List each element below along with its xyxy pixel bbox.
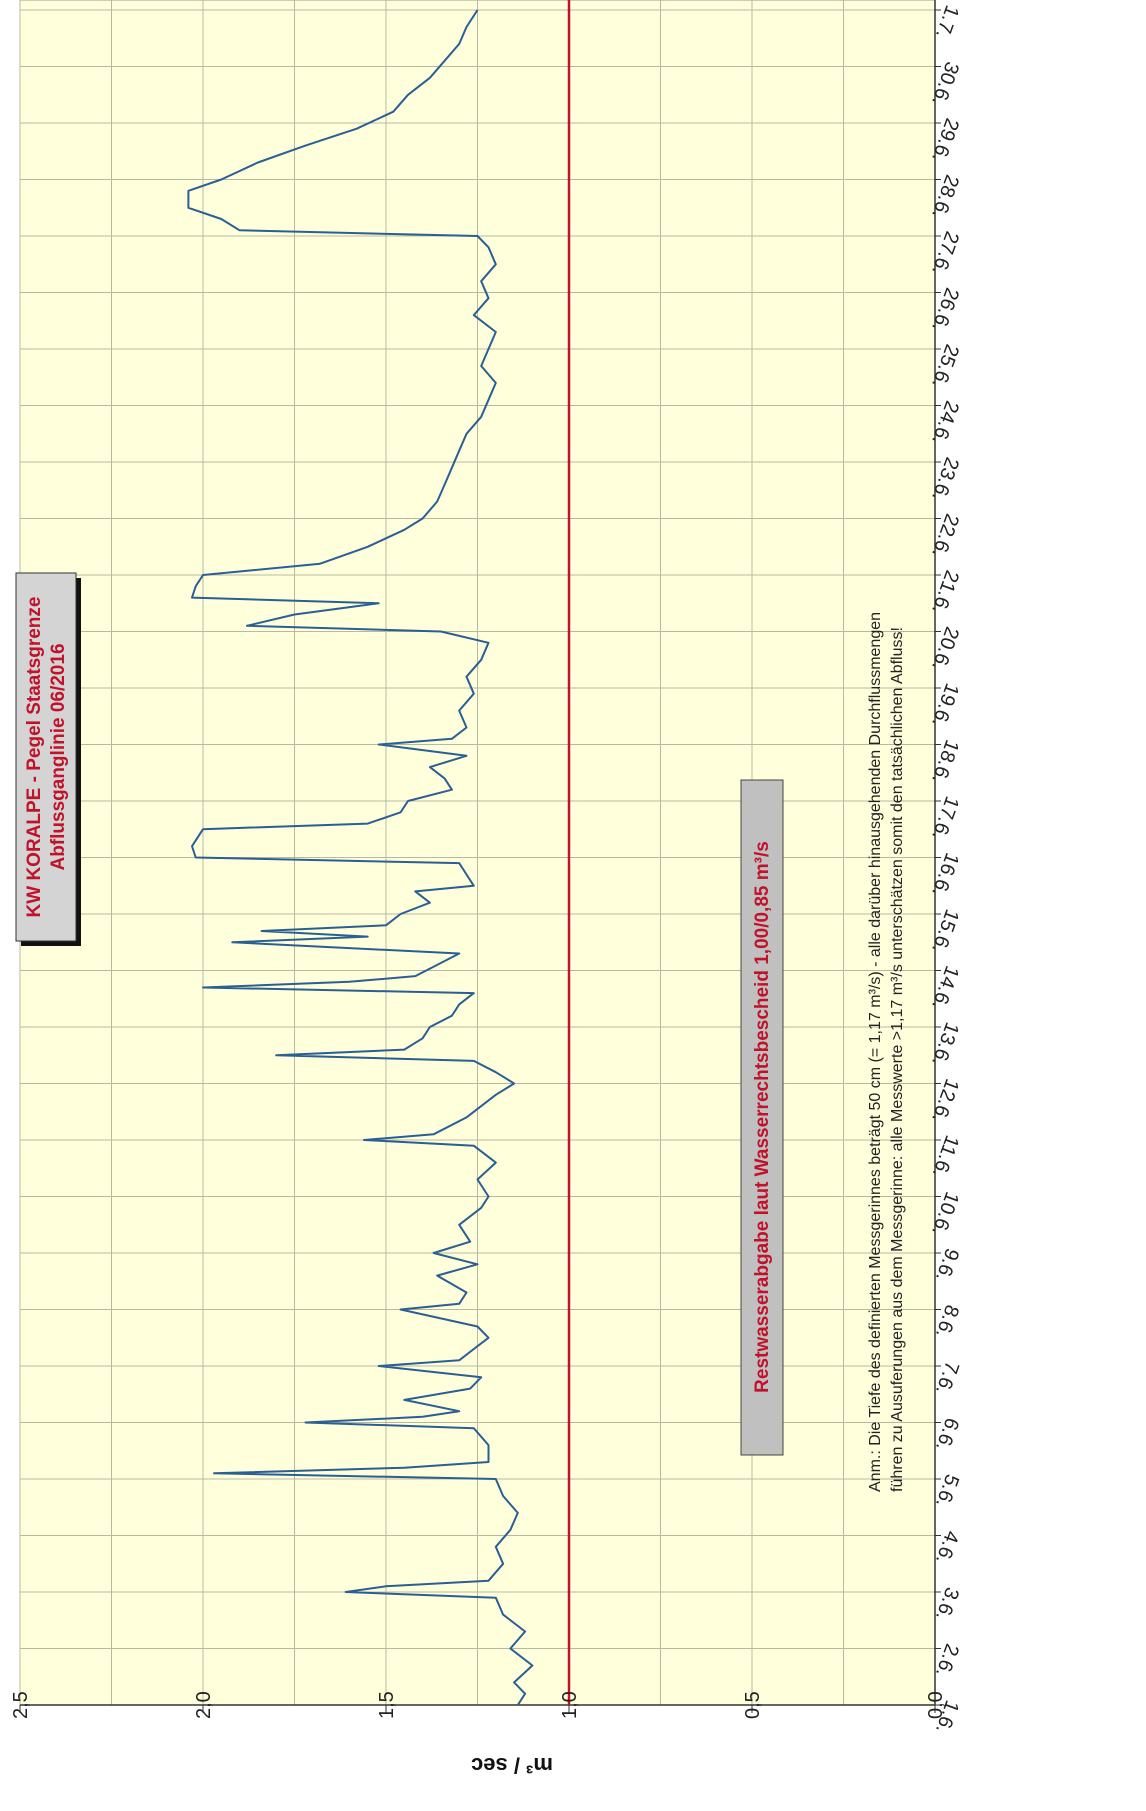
- discharge-series-line: [187, 9, 534, 1706]
- value-tick-label: 0,5: [742, 1691, 764, 1719]
- series-layer: [187, 9, 534, 1706]
- value-tick-label: 1,5: [376, 1691, 398, 1719]
- note-line-1: Anm.: Die Tiefe des definierten Messgeri…: [867, 612, 884, 1492]
- chart-subtitle: Abflussganglinie 06/2016: [48, 643, 69, 870]
- value-tick-label: 1,0: [559, 1691, 581, 1719]
- note-line-2: führen zu Ausuferungen aus dem Messgerin…: [889, 627, 906, 1492]
- reference-label-box: Restwasserabgabe laut Wasserrechtsbesche…: [740, 779, 784, 1456]
- y-axis-title: m³ / sec: [471, 1753, 553, 1778]
- chart-title: KW KORALPE - Pegel Staatsgrenze: [24, 597, 45, 918]
- value-tick-label: 2,5: [10, 1691, 32, 1719]
- reference-line-label: Restwasserabgabe laut Wasserrechtsbesche…: [752, 841, 773, 1393]
- note: Anm.: Die Tiefe des definierten Messgeri…: [867, 612, 906, 1492]
- value-tick-label: 2,0: [193, 1691, 215, 1719]
- title-box: KW KORALPE - Pegel Staatsgrenze Abflussg…: [15, 572, 81, 946]
